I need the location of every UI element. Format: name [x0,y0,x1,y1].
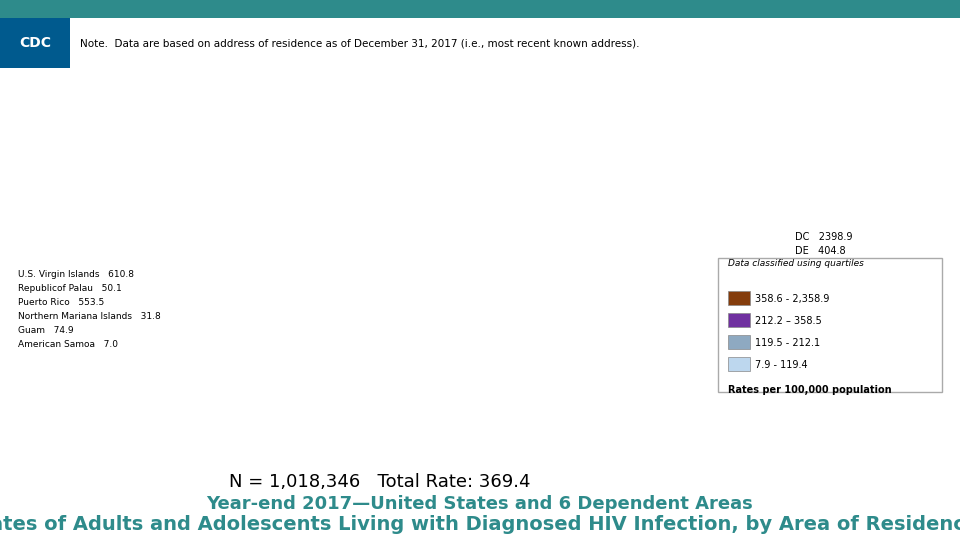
Text: 212.2 – 358.5: 212.2 – 358.5 [755,316,822,326]
Text: Rates per 100,000 population: Rates per 100,000 population [728,385,892,395]
Bar [728,335,750,349]
Bar [728,291,750,305]
Text: 119.5 - 212.1: 119.5 - 212.1 [755,338,820,348]
Text: Year-end 2017—United States and 6 Dependent Areas: Year-end 2017—United States and 6 Depend… [206,495,754,513]
Text: MA   349.4: MA 349.4 [795,316,847,326]
Text: ME: ME [748,380,762,390]
Text: VT: VT [730,368,742,378]
Text: DE   404.8: DE 404.8 [795,246,846,256]
Bar [728,313,750,327]
Text: 358.6 - 2,358.9: 358.6 - 2,358.9 [755,294,829,304]
Text: Note.  Data are based on address of residence as of December 31, 2017 (i.e., mos: Note. Data are based on address of resid… [80,39,639,49]
Text: NH   101.6: NH 101.6 [795,330,847,340]
Text: Data classified using quartiles: Data classified using quartiles [728,259,864,268]
Bar [728,357,750,371]
Text: 136.1: 136.1 [748,368,774,377]
Bar [0,0,960,18]
Text: DC   2398.9: DC 2398.9 [795,232,852,242]
Text: NJ   465.3: NJ 465.3 [795,274,842,284]
Text: N = 1,018,346   Total Rate: 369.4: N = 1,018,346 Total Rate: 369.4 [229,473,531,491]
Text: Puerto Rico   553.5: Puerto Rico 553.5 [18,298,105,307]
Text: Northern Mariana Islands   31.8: Northern Mariana Islands 31.8 [18,312,160,321]
Text: Guam   74.9: Guam 74.9 [18,326,74,335]
Text: Rates of Adults and Adolescents Living with Diagnosed HIV Infection, by Area of : Rates of Adults and Adolescents Living w… [0,515,960,534]
Text: American Samoa   7.0: American Samoa 7.0 [18,340,118,349]
Text: CDC: CDC [19,36,51,50]
Bar [0,18,70,68]
Text: MD   641.0: MD 641.0 [795,260,848,270]
Text: 127.6: 127.6 [730,381,756,389]
Text: CT   337.4: CT 337.4 [795,288,845,298]
Text: U.S. Virgin Islands   610.8: U.S. Virgin Islands 610.8 [18,270,134,279]
FancyBboxPatch shape [718,258,942,392]
Text: Republicof Palau   50.1: Republicof Palau 50.1 [18,284,122,293]
Text: 7.9 - 119.4: 7.9 - 119.4 [755,360,807,370]
Text: RI   279.5: RI 279.5 [795,302,842,312]
